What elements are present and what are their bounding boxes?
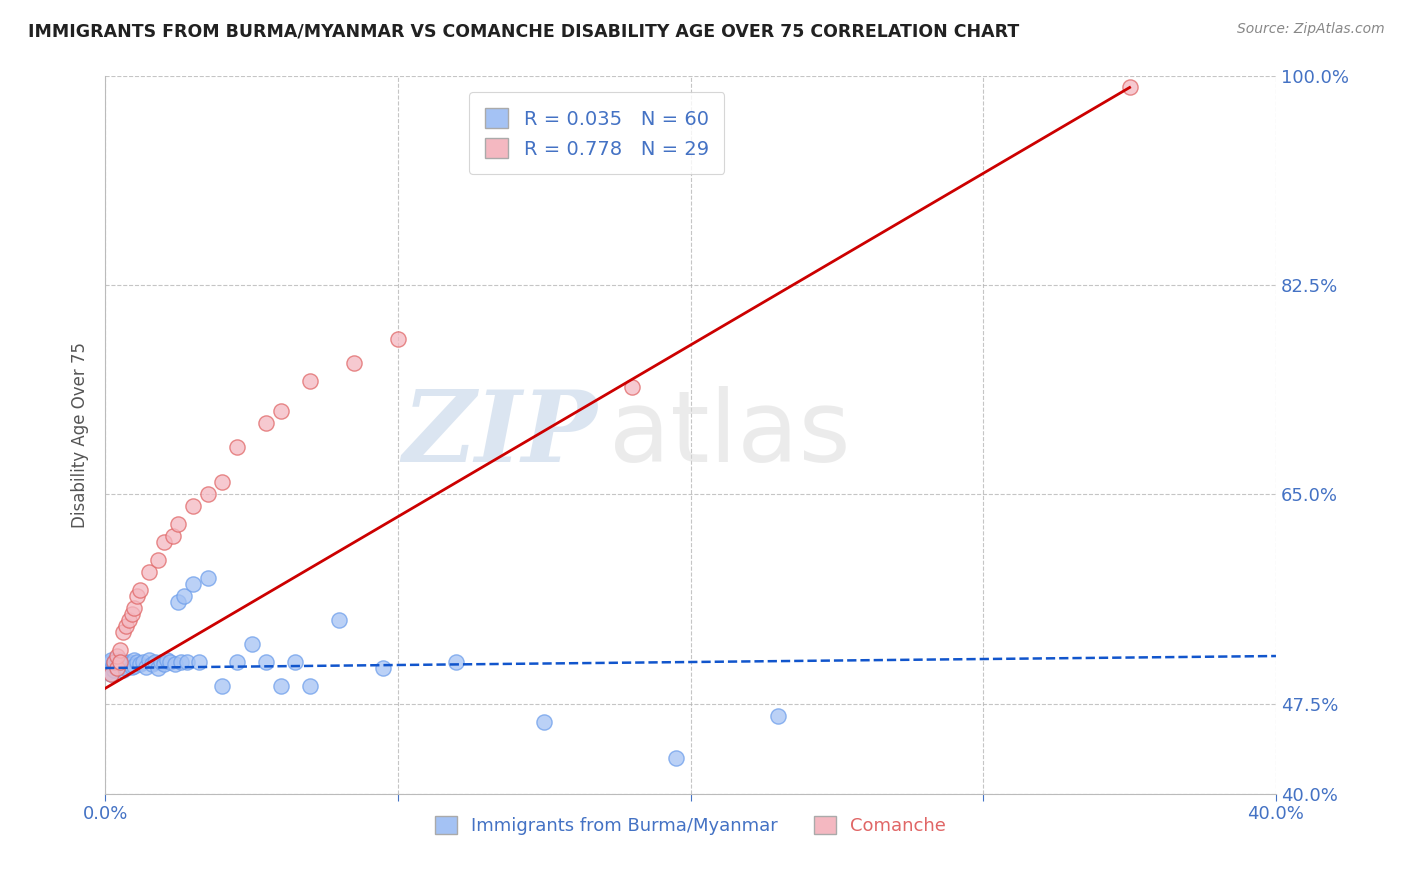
Point: [108, 643, 131, 657]
Point: [111, 657, 134, 672]
Point: [187, 655, 209, 669]
Point: [100, 667, 122, 681]
Point: [167, 517, 190, 532]
Point: [100, 667, 122, 681]
Point: [152, 535, 174, 549]
Point: [129, 583, 152, 598]
Point: [105, 661, 128, 675]
Text: ZIP: ZIP: [402, 386, 598, 483]
Point: [159, 655, 181, 669]
Point: [373, 661, 395, 675]
Point: [165, 657, 187, 672]
Point: [121, 660, 143, 674]
Point: [1118, 80, 1140, 95]
Point: [124, 658, 146, 673]
Point: [226, 440, 249, 454]
Text: IMMIGRANTS FROM BURMA/MYANMAR VS COMANCHE DISABILITY AGE OVER 75 CORRELATION CHA: IMMIGRANTS FROM BURMA/MYANMAR VS COMANCH…: [28, 22, 1019, 40]
Point: [146, 553, 169, 567]
Point: [284, 655, 307, 669]
Point: [621, 380, 644, 394]
Point: [124, 652, 146, 666]
Point: [103, 655, 125, 669]
Point: [105, 661, 128, 675]
Point: [103, 658, 125, 673]
Point: [111, 625, 134, 640]
Point: [117, 657, 139, 672]
Point: [387, 332, 409, 346]
Point: [135, 660, 157, 674]
Point: [108, 652, 131, 666]
Point: [121, 607, 143, 621]
Point: [152, 657, 174, 672]
Point: [768, 709, 790, 723]
Point: [103, 657, 125, 672]
Point: [146, 661, 169, 675]
Point: [176, 655, 198, 669]
Text: atlas: atlas: [609, 386, 851, 483]
Point: [124, 601, 146, 615]
Point: [181, 577, 204, 591]
Point: [100, 661, 122, 675]
Point: [211, 475, 233, 490]
Point: [127, 655, 149, 669]
Point: [167, 595, 190, 609]
Point: [299, 374, 322, 388]
Point: [108, 655, 131, 669]
Point: [170, 655, 193, 669]
Point: [117, 655, 139, 669]
Point: [665, 751, 688, 765]
Point: [100, 652, 122, 666]
Text: Source: ZipAtlas.com: Source: ZipAtlas.com: [1237, 22, 1385, 37]
Point: [343, 356, 366, 370]
Point: [143, 655, 166, 669]
Point: [97, 665, 120, 679]
Point: [127, 589, 149, 603]
Point: [105, 657, 128, 672]
Point: [270, 403, 292, 417]
Point: [254, 655, 277, 669]
Point: [114, 658, 136, 673]
Point: [100, 655, 122, 669]
Point: [114, 619, 136, 633]
Point: [108, 660, 131, 674]
Point: [162, 529, 184, 543]
Point: [149, 655, 172, 669]
Point: [103, 664, 125, 678]
Point: [103, 655, 125, 669]
Point: [97, 661, 120, 675]
Point: [111, 664, 134, 678]
Point: [328, 613, 350, 627]
Point: [299, 679, 322, 693]
Point: [240, 637, 263, 651]
Legend: R = 0.035   N = 60, R = 0.778   N = 29: R = 0.035 N = 60, R = 0.778 N = 29: [470, 93, 724, 174]
Point: [114, 661, 136, 675]
Point: [211, 679, 233, 693]
Point: [141, 657, 163, 672]
Point: [108, 655, 131, 669]
Point: [117, 613, 139, 627]
Y-axis label: Disability Age Over 75: Disability Age Over 75: [72, 342, 89, 527]
Point: [173, 589, 195, 603]
Point: [156, 652, 179, 666]
Point: [132, 655, 155, 669]
Point: [197, 487, 219, 501]
Point: [270, 679, 292, 693]
Point: [129, 657, 152, 672]
Point: [446, 655, 468, 669]
Point: [138, 566, 160, 580]
Point: [105, 648, 128, 663]
Point: [97, 657, 120, 672]
Point: [197, 571, 219, 585]
Point: [226, 655, 249, 669]
Point: [138, 652, 160, 666]
Point: [105, 655, 128, 669]
Point: [111, 655, 134, 669]
Point: [181, 500, 204, 514]
Point: [533, 714, 555, 729]
Point: [254, 416, 277, 430]
